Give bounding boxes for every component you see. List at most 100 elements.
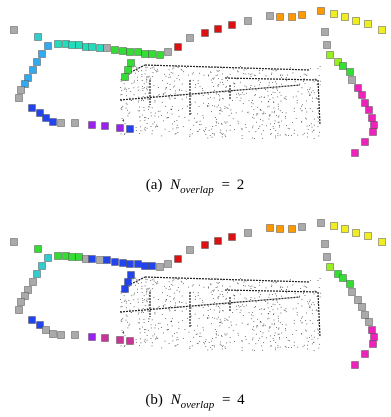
cloud-point [270, 346, 271, 347]
cloud-point [318, 333, 319, 334]
cloud-edge [145, 65, 310, 70]
cloud-point [216, 94, 217, 95]
pose-marker [340, 275, 347, 282]
cloud-point [255, 290, 256, 291]
cloud-point [167, 83, 168, 84]
cloud-point [246, 93, 247, 94]
cloud-point [272, 294, 273, 295]
cloud-point [272, 324, 273, 325]
cloud-point [270, 341, 271, 342]
cloud-point [274, 335, 275, 336]
cloud-point [217, 75, 218, 76]
cloud-point [191, 316, 192, 317]
pose-marker [340, 63, 347, 70]
cloud-point [195, 314, 196, 315]
cloud-point [225, 348, 226, 349]
cloud-point [304, 74, 305, 75]
cloud-point [260, 322, 261, 323]
cloud-point [243, 315, 244, 316]
cloud-point [175, 134, 176, 135]
pose-marker [50, 119, 57, 126]
pose-marker [58, 332, 65, 339]
cloud-point [145, 93, 146, 94]
cloud-point [168, 117, 169, 118]
cloud-point [286, 311, 287, 312]
cloud-point [236, 324, 237, 325]
cloud-point [282, 75, 283, 76]
cloud-point [293, 285, 294, 286]
cloud-point [222, 124, 223, 125]
cloud-point [212, 317, 213, 318]
cloud-point [126, 95, 127, 96]
cloud-point [234, 298, 235, 299]
cloud-point [240, 82, 241, 83]
caption-value: 4 [237, 392, 245, 408]
cloud-point [241, 129, 242, 130]
cloud-point [254, 298, 255, 299]
cloud-point [274, 123, 275, 124]
cloud-point [278, 316, 279, 317]
cloud-point [139, 345, 140, 346]
cloud-point [121, 100, 122, 101]
cloud-point [138, 87, 139, 88]
cloud-point [278, 133, 279, 134]
cloud-point [137, 289, 138, 290]
cloud-point [318, 320, 319, 321]
cloud-point [279, 304, 280, 305]
cloud-point [260, 119, 261, 120]
cloud-point [140, 329, 141, 330]
cloud-point [258, 340, 259, 341]
cloud-point [223, 99, 224, 100]
cloud-point [254, 350, 255, 351]
cloud-point [298, 303, 299, 304]
cloud-point [163, 94, 164, 95]
cloud-point [230, 337, 231, 338]
cloud-point [286, 113, 287, 114]
cloud-point [182, 320, 183, 321]
pose-marker [352, 362, 359, 369]
cloud-point [227, 288, 228, 289]
cloud-point [222, 82, 223, 83]
pose-marker [379, 239, 386, 246]
cloud-point [134, 293, 135, 294]
cloud-point [171, 109, 172, 110]
cloud-point [169, 69, 170, 70]
cloud-point [249, 131, 250, 132]
cloud-point [137, 70, 138, 71]
cloud-point [163, 333, 164, 334]
cloud-point [242, 138, 243, 139]
cloud-point [280, 322, 281, 323]
cloud-point [307, 126, 308, 127]
cloud-point [233, 83, 234, 84]
cloud-point [276, 300, 277, 301]
cloud-point [242, 304, 243, 305]
cloud-point [137, 77, 138, 78]
cloud-point [157, 69, 158, 70]
cloud-point [208, 287, 209, 288]
cloud-point [122, 120, 123, 121]
pose-marker [267, 13, 274, 20]
cloud-point [177, 132, 178, 133]
cloud-point [207, 350, 208, 351]
cloud-point [186, 303, 187, 304]
cloud-point [240, 312, 241, 313]
cloud-point [170, 99, 171, 100]
cloud-point [262, 282, 263, 283]
cloud-point [209, 106, 210, 107]
cloud-point [222, 323, 223, 324]
pose-marker [353, 230, 360, 237]
pose-marker [50, 331, 57, 338]
cloud-point [258, 292, 259, 293]
cloud-point [125, 133, 126, 134]
cloud-point [122, 106, 123, 107]
cloud-point [131, 100, 132, 101]
cloud-point [252, 312, 253, 313]
cloud-point [305, 295, 306, 296]
pose-marker [229, 234, 236, 241]
cloud-point [136, 130, 137, 131]
cloud-point [261, 314, 262, 315]
cloud-point [228, 320, 229, 321]
cloud-point [318, 330, 319, 331]
cloud-point [227, 77, 228, 78]
cloud-point [141, 312, 142, 313]
